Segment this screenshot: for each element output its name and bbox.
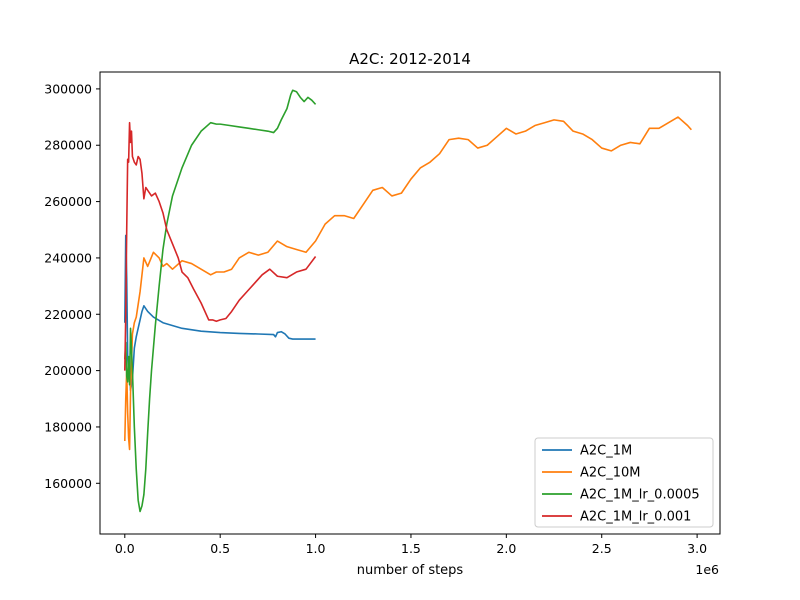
x-tick-label: 1.5 (401, 541, 421, 556)
x-tick-label: 0.0 (115, 541, 135, 556)
legend-label-a2c-1m: A2C_1M (580, 444, 632, 459)
x-axis-offset-label: 1e6 (695, 562, 719, 577)
y-tick-label: 280000 (44, 138, 92, 153)
plot-frame (99, 71, 721, 535)
legend-box (534, 437, 714, 528)
legend-entries: A2C_1M A2C_10M A2C_1M_lr_0.0005 A2C_1M_lr_0… (542, 444, 700, 525)
legend-label-a2c-1m-lr-0-001: A2C_1M_lr_0.001 (580, 510, 691, 525)
legend-label-a2c-10m: A2C_10M (580, 466, 641, 481)
series-layer (124, 89, 692, 513)
chart-title: A2C: 2012-2014 (349, 50, 471, 68)
x-tick-label: 3.0 (687, 541, 707, 556)
legend: A2C_1M A2C_10M A2C_1M_lr_0.0005 A2C_1M_lr_0… (534, 437, 714, 528)
series-line-a2c-10m (124, 116, 692, 451)
y-tick-label: 240000 (44, 250, 92, 265)
y-tick-label: 220000 (44, 307, 92, 322)
y-tick-label: 260000 (44, 194, 92, 209)
x-tick-label: 2.0 (496, 541, 516, 556)
y-axis-ticks: 160000 180000 200000 220000 240000 260000 2800… (44, 81, 100, 491)
x-axis-label: number of steps (357, 563, 464, 578)
y-tick-label: 200000 (44, 363, 92, 378)
y-tick-label: 180000 (44, 419, 92, 434)
x-axis-ticks: 0.0 0.5 1.0 1.5 2.0 2.5 3.0 (115, 534, 707, 556)
x-tick-label: 2.5 (592, 541, 612, 556)
x-tick-label: 0.5 (210, 541, 230, 556)
y-tick-label: 160000 (44, 476, 92, 491)
x-tick-label: 1.0 (306, 541, 326, 556)
series-line-a2c-1m-lr-0-0005 (124, 89, 317, 513)
y-tick-label: 300000 (44, 81, 92, 96)
series-line-a2c-1m-lr-0-001 (124, 121, 317, 371)
legend-label-a2c-1m-lr-0-0005: A2C_1M_lr_0.0005 (580, 488, 700, 503)
